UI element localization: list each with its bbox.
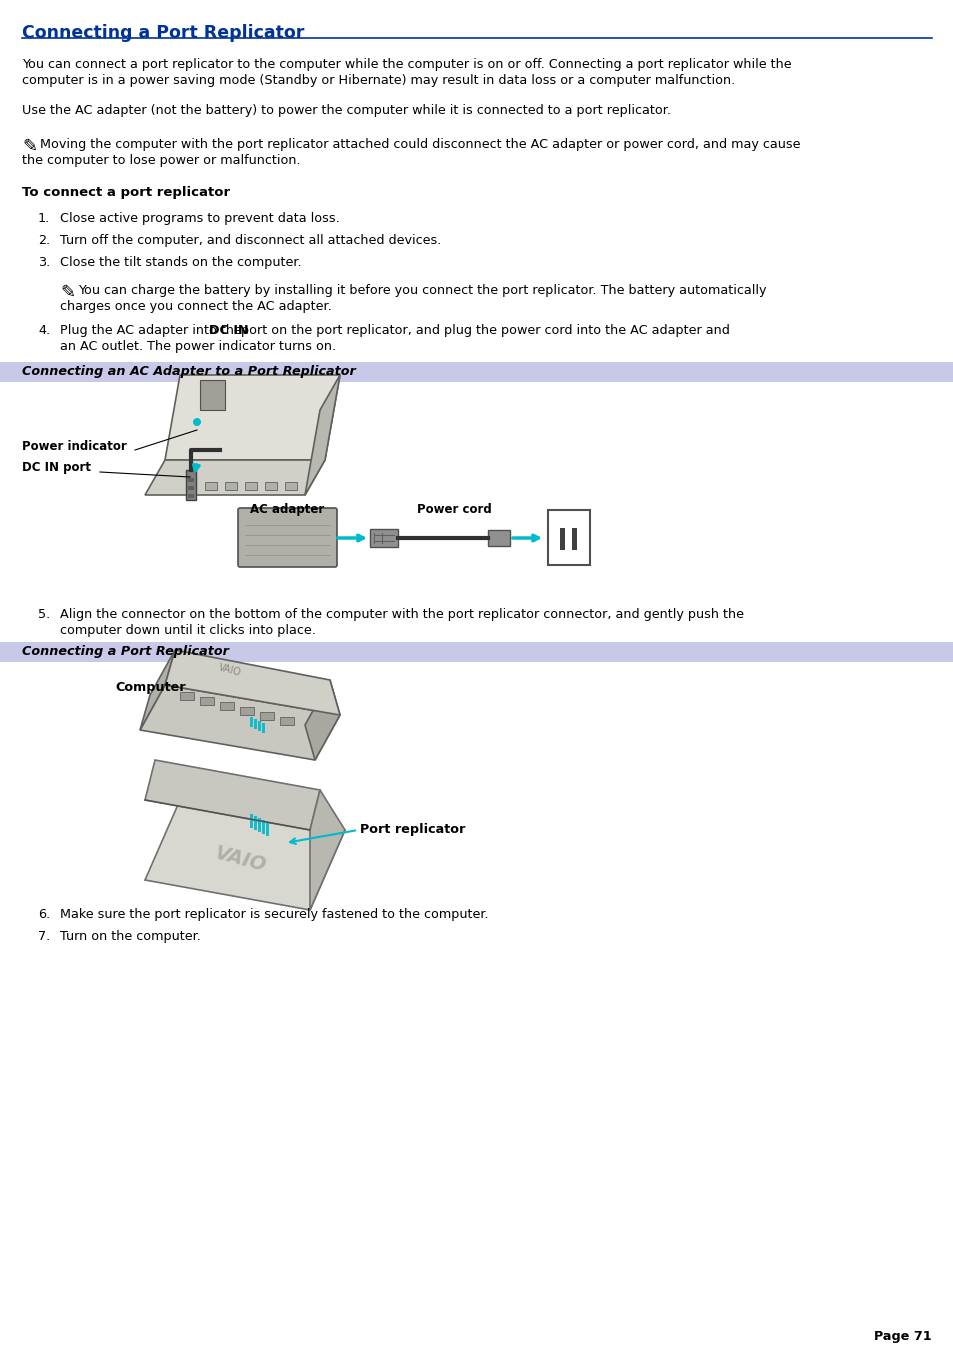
Text: Plug the AC adapter into the: Plug the AC adapter into the [60, 324, 246, 336]
Text: port on the port replicator, and plug the power cord into the AC adapter and: port on the port replicator, and plug th… [237, 324, 729, 336]
Polygon shape [165, 376, 339, 459]
Text: Close the tilt stands on the computer.: Close the tilt stands on the computer. [60, 255, 301, 269]
Text: Power cord: Power cord [416, 503, 491, 516]
Bar [188, 494, 193, 499]
Bar [266, 821, 269, 836]
Bar [257, 817, 261, 832]
Bar [188, 486, 193, 490]
Bar [180, 692, 193, 700]
Bar [253, 816, 256, 830]
Text: DC IN port: DC IN port [22, 462, 91, 474]
Text: You can charge the battery by installing it before you connect the port replicat: You can charge the battery by installing… [78, 284, 765, 297]
Bar [220, 703, 233, 711]
Polygon shape [310, 790, 345, 911]
Polygon shape [165, 650, 339, 715]
Text: Make sure the port replicator is securely fastened to the computer.: Make sure the port replicator is securel… [60, 908, 488, 921]
Bar [186, 470, 195, 500]
Text: Power indicator: Power indicator [22, 440, 127, 454]
Text: the computer to lose power or malfunction.: the computer to lose power or malfunctio… [22, 154, 300, 168]
Bar [225, 482, 236, 490]
Text: charges once you connect the AC adapter.: charges once you connect the AC adapter. [60, 300, 332, 313]
Polygon shape [145, 800, 345, 911]
Bar [265, 482, 276, 490]
Bar [0, 362, 953, 382]
Text: Moving the computer with the port replicator attached could disconnect the AC ad: Moving the computer with the port replic… [40, 138, 800, 151]
Text: VAIO: VAIO [217, 662, 242, 678]
Text: 4.: 4. [38, 324, 51, 336]
Bar [245, 482, 256, 490]
Bar [262, 723, 265, 734]
Polygon shape [140, 650, 174, 730]
Bar [285, 482, 296, 490]
Text: Page 71: Page 71 [874, 1329, 931, 1343]
Text: Connecting a Port Replicator: Connecting a Port Replicator [22, 644, 229, 658]
Bar [240, 707, 253, 715]
Text: Close active programs to prevent data loss.: Close active programs to prevent data lo… [60, 212, 339, 226]
Text: 6.: 6. [38, 908, 51, 921]
Text: Turn off the computer, and disconnect all attached devices.: Turn off the computer, and disconnect al… [60, 234, 441, 247]
Bar [188, 478, 193, 482]
Bar [253, 719, 256, 730]
Text: To connect a port replicator: To connect a port replicator [22, 186, 230, 199]
Bar [250, 717, 253, 727]
Text: Connecting a Port Replicator: Connecting a Port Replicator [22, 24, 304, 42]
Text: computer down until it clicks into place.: computer down until it clicks into place… [60, 624, 315, 638]
Polygon shape [145, 761, 319, 830]
Polygon shape [200, 380, 225, 409]
Polygon shape [145, 459, 325, 494]
FancyBboxPatch shape [237, 508, 336, 567]
Text: AC adapter: AC adapter [250, 503, 324, 516]
Text: 7.: 7. [38, 929, 51, 943]
Circle shape [193, 417, 201, 426]
Text: Port replicator: Port replicator [359, 824, 465, 836]
Text: ✎: ✎ [60, 284, 75, 303]
Text: DC IN: DC IN [209, 324, 249, 336]
Text: Align the connector on the bottom of the computer with the port replicator conne: Align the connector on the bottom of the… [60, 608, 743, 621]
Text: 3.: 3. [38, 255, 51, 269]
Bar [572, 528, 577, 550]
Text: 5.: 5. [38, 608, 51, 621]
Polygon shape [140, 685, 339, 761]
Text: VAIO: VAIO [212, 844, 268, 875]
Text: Connecting an AC Adapter to a Port Replicator: Connecting an AC Adapter to a Port Repli… [22, 365, 355, 378]
Bar [547, 509, 589, 565]
Text: 2.: 2. [38, 234, 51, 247]
Bar [370, 530, 397, 547]
Text: ✎: ✎ [22, 138, 37, 155]
Bar [280, 717, 294, 725]
Bar [0, 642, 953, 662]
Bar [250, 815, 253, 828]
Polygon shape [305, 680, 339, 761]
Text: Turn on the computer.: Turn on the computer. [60, 929, 201, 943]
Bar [488, 530, 510, 546]
Bar [205, 482, 216, 490]
Text: Computer: Computer [115, 681, 186, 694]
Text: Use the AC adapter (not the battery) to power the computer while it is connected: Use the AC adapter (not the battery) to … [22, 104, 670, 118]
Bar [200, 697, 213, 705]
Polygon shape [305, 376, 339, 494]
Text: 1.: 1. [38, 212, 51, 226]
Bar [262, 820, 265, 834]
Text: computer is in a power saving mode (Standby or Hibernate) may result in data los: computer is in a power saving mode (Stan… [22, 74, 735, 86]
Bar [559, 528, 564, 550]
Text: You can connect a port replicator to the computer while the computer is on or of: You can connect a port replicator to the… [22, 58, 791, 72]
Bar [260, 712, 274, 720]
Bar [257, 721, 261, 731]
Text: an AC outlet. The power indicator turns on.: an AC outlet. The power indicator turns … [60, 340, 335, 353]
